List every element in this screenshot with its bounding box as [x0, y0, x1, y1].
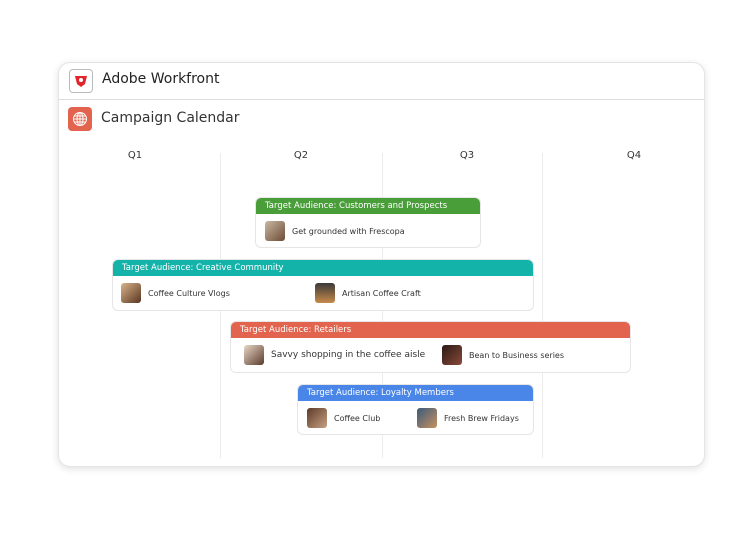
group-header: Target Audience: Loyalty Members: [298, 385, 533, 401]
campaign-group-retailers[interactable]: Target Audience: Retailers Savvy shoppin…: [230, 321, 631, 373]
app-title: Adobe Workfront: [102, 71, 220, 87]
campaign-thumbnail: [265, 221, 285, 241]
campaign-thumbnail: [417, 408, 437, 428]
campaign-thumbnail: [315, 283, 335, 303]
quarter-q2: Q2: [293, 150, 309, 161]
quarter-q4: Q4: [626, 150, 642, 161]
quarter-divider: [542, 153, 543, 458]
campaign-item[interactable]: Savvy shopping in the coffee aisle: [244, 345, 425, 365]
campaign-thumbnail: [442, 345, 462, 365]
campaign-item[interactable]: Fresh Brew Fridays: [417, 408, 519, 428]
campaign-calendar-card: Adobe Workfront Campaign Calendar Q1 Q2 …: [58, 62, 705, 467]
campaign-thumbnail: [307, 408, 327, 428]
app-header: Adobe Workfront: [59, 63, 704, 100]
campaign-group-creative[interactable]: Target Audience: Creative Community Coff…: [112, 259, 534, 311]
group-header: Target Audience: Creative Community: [113, 260, 533, 276]
globe-icon: [68, 107, 92, 131]
workfront-logo-icon[interactable]: [69, 69, 93, 93]
campaign-thumbnail: [121, 283, 141, 303]
campaign-item[interactable]: Coffee Culture Vlogs: [121, 283, 230, 303]
group-header: Target Audience: Customers and Prospects: [256, 198, 480, 214]
campaign-group-customers[interactable]: Target Audience: Customers and Prospects…: [255, 197, 481, 248]
campaign-group-loyalty[interactable]: Target Audience: Loyalty Members Coffee …: [297, 384, 534, 435]
group-header: Target Audience: Retailers: [231, 322, 630, 338]
campaign-thumbnail: [244, 345, 264, 365]
campaign-item[interactable]: Artisan Coffee Craft: [315, 283, 421, 303]
page-title: Campaign Calendar: [101, 110, 240, 126]
quarter-q1: Q1: [127, 150, 143, 161]
campaign-item[interactable]: Coffee Club: [307, 408, 380, 428]
campaign-item[interactable]: Bean to Business series: [442, 345, 564, 365]
campaign-item[interactable]: Get grounded with Frescopa: [265, 221, 405, 241]
quarter-q3: Q3: [459, 150, 475, 161]
